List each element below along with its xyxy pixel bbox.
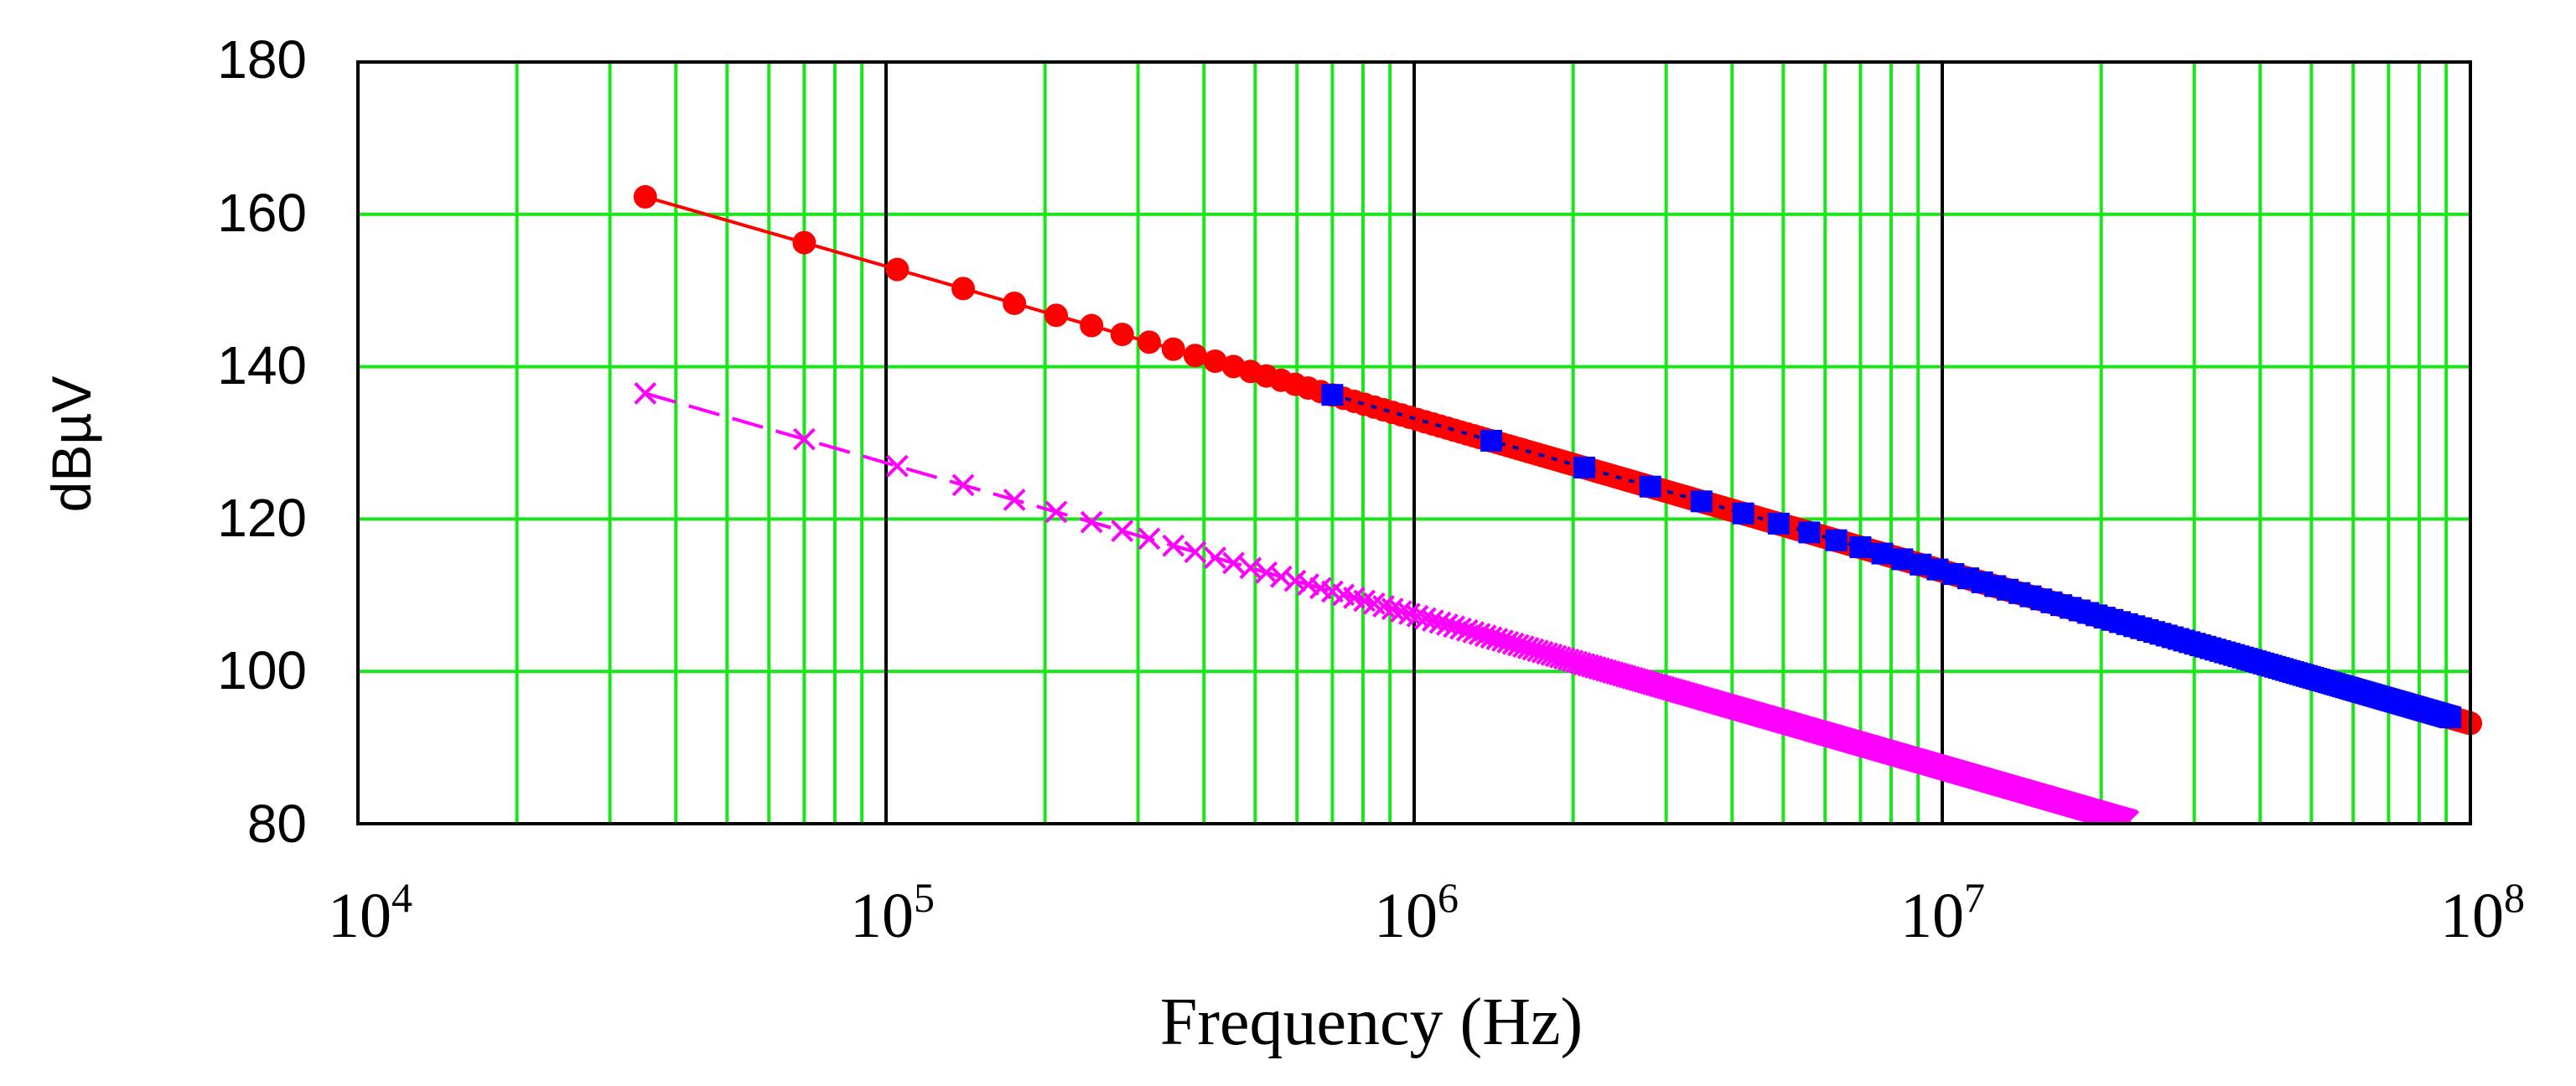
y-tick-label: 140	[217, 335, 307, 396]
data-point	[1321, 384, 1344, 406]
data-point	[1732, 502, 1754, 525]
y-tick-label: 180	[217, 29, 307, 90]
data-point	[1269, 565, 1293, 588]
x-tick-label: 104	[328, 874, 412, 951]
data-point	[1849, 536, 1872, 559]
data-point	[1161, 337, 1185, 361]
data-point	[885, 454, 909, 478]
data-point	[1390, 600, 1412, 623]
x-tick-label: 107	[1900, 874, 1985, 951]
data-point	[1639, 475, 1661, 498]
data-point	[1413, 607, 1437, 630]
data-point	[951, 473, 975, 497]
data-point	[1283, 569, 1307, 592]
x-axis-label: Frequency (Hz)	[1160, 985, 1583, 1059]
data-point	[2117, 809, 2139, 824]
data-point	[1421, 609, 1444, 632]
data-point	[1406, 604, 1429, 628]
data-point	[1239, 556, 1262, 580]
data-point	[1798, 521, 1821, 544]
data-point	[1544, 644, 1568, 668]
plot-frame	[356, 60, 2472, 825]
data-point	[1110, 323, 1134, 347]
data-point	[1891, 548, 1914, 571]
data-point	[1767, 512, 1790, 535]
data-point	[792, 230, 816, 255]
data-point	[1255, 561, 1278, 584]
data-point	[1184, 540, 1207, 564]
data-point	[1443, 615, 1466, 639]
data-point	[1480, 429, 1503, 452]
x-tick-label: 108	[2440, 874, 2525, 951]
data-point	[1449, 617, 1472, 640]
y-tick-label: 160	[217, 183, 307, 243]
y-tick-labels: 80 100 120 140 160 180	[217, 29, 307, 854]
data-point	[1183, 344, 1207, 368]
data-point	[885, 257, 910, 282]
data-point	[951, 277, 976, 301]
data-point	[1138, 527, 1161, 551]
data-point	[792, 427, 816, 451]
x-tick-label: 106	[1374, 874, 1459, 951]
data-point	[1080, 313, 1104, 338]
data-point	[633, 184, 657, 209]
y-axis-label: dBµV	[40, 376, 102, 513]
series-3	[634, 382, 2139, 824]
y-tick-label: 120	[217, 488, 307, 548]
data-point	[1003, 291, 1027, 315]
y-tick-label: 80	[247, 794, 307, 854]
x-tick-label: 105	[850, 874, 935, 951]
data-point	[2439, 706, 2462, 729]
data-point	[1080, 510, 1103, 534]
data-point	[1871, 542, 1894, 565]
x-tick-labels: 104 105 106 107 108	[328, 874, 2525, 951]
data-point	[1003, 489, 1026, 511]
series-2	[1321, 384, 2462, 729]
data-point	[1204, 546, 1227, 570]
data-point	[1222, 551, 1245, 575]
data-point	[1690, 490, 1713, 513]
data-point	[1137, 330, 1161, 354]
data-point	[1203, 349, 1227, 374]
data-point	[1548, 645, 1572, 669]
data-point	[1162, 534, 1185, 557]
data-point	[1044, 303, 1068, 328]
data-point	[1428, 611, 1452, 634]
data-point	[1455, 618, 1479, 642]
y-tick-label: 100	[217, 640, 307, 701]
series-layer	[633, 184, 2482, 824]
data-point	[1825, 529, 1848, 551]
data-point	[1111, 520, 1134, 543]
data-point	[1044, 500, 1068, 524]
data-point	[634, 382, 657, 405]
data-point	[1573, 456, 1595, 478]
data-point	[1297, 573, 1319, 597]
data-point	[1398, 602, 1421, 625]
data-point	[1436, 613, 1459, 636]
